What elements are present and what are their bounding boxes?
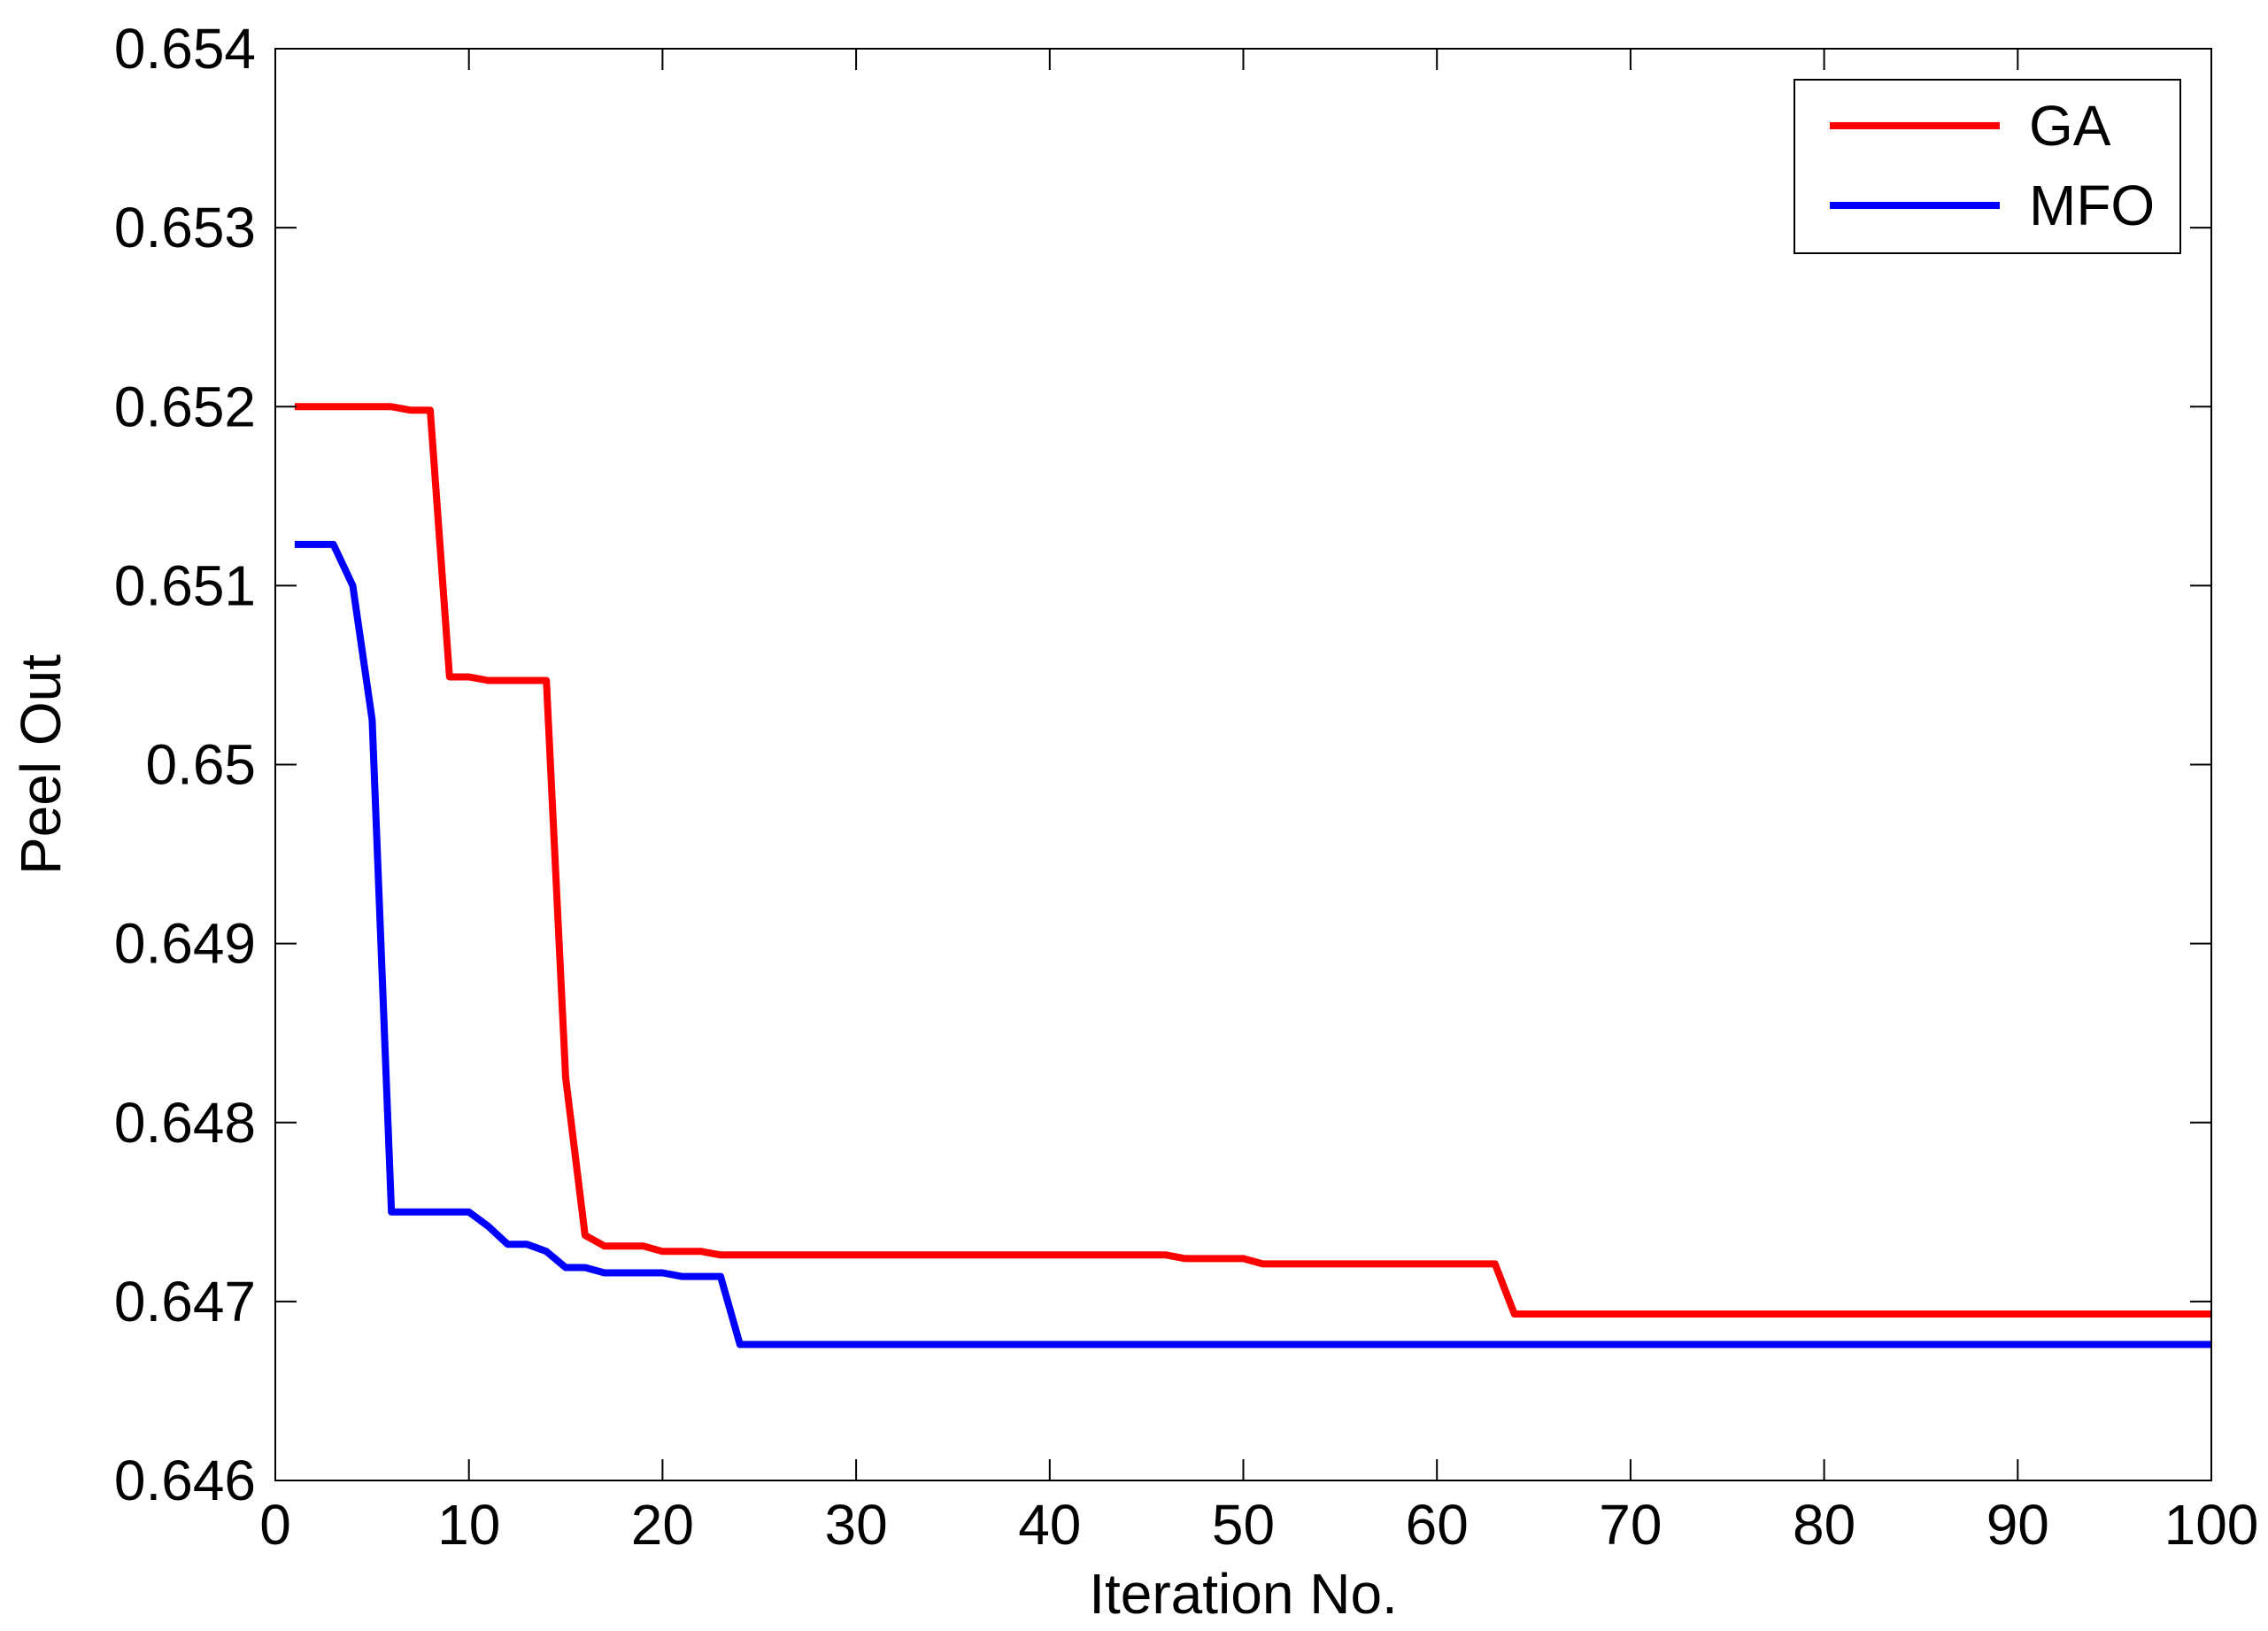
x-tick-label: 0: [259, 1493, 291, 1557]
y-tick-label: 0.654: [114, 17, 256, 81]
x-tick-label: 80: [1793, 1493, 1855, 1557]
series-line-ga: [294, 403, 2211, 1318]
y-tick-label: 0.646: [114, 1449, 256, 1512]
y-tick-label: 0.65: [145, 733, 256, 797]
y-tick-labels: 0.646 0.647 0.648 0.649 0.65 0.651 0.652 0.653 0…: [114, 17, 256, 1512]
legend-label-ga: GA: [2029, 94, 2111, 158]
series-layer: [294, 403, 2211, 1349]
y-tick-label: 0.649: [114, 912, 256, 976]
x-tick-label: 100: [2164, 1493, 2259, 1557]
x-tick-label: 30: [825, 1493, 888, 1557]
x-tick-label: 20: [631, 1493, 694, 1557]
plot-frame: [274, 48, 2212, 1481]
x-tick-label: 50: [1212, 1493, 1275, 1557]
x-tick-label: 90: [1986, 1493, 2049, 1557]
y-tick-label: 0.647: [114, 1270, 256, 1333]
legend-box: [1794, 79, 2181, 254]
y-tick-label: 0.651: [114, 553, 256, 617]
series-line-mfo: [294, 540, 2211, 1349]
y-tick-label: 0.652: [114, 375, 256, 438]
x-tick-labels: 0 10 20 30 40 50 60 70 80 90 100: [259, 1493, 2258, 1557]
legend: GA MFO: [1794, 79, 2181, 254]
x-tick-label: 10: [437, 1493, 500, 1557]
y-tick-label: 0.653: [114, 196, 256, 259]
y-axis-title: Peel Out: [9, 654, 73, 875]
x-axis-title: Iteration No.: [1089, 1562, 1398, 1626]
x-tick-label: 70: [1599, 1493, 1662, 1557]
y-tick-label: 0.648: [114, 1091, 256, 1155]
x-tick-label: 60: [1406, 1493, 1469, 1557]
legend-label-mfo: MFO: [2029, 174, 2155, 237]
x-tick-label: 40: [1018, 1493, 1081, 1557]
